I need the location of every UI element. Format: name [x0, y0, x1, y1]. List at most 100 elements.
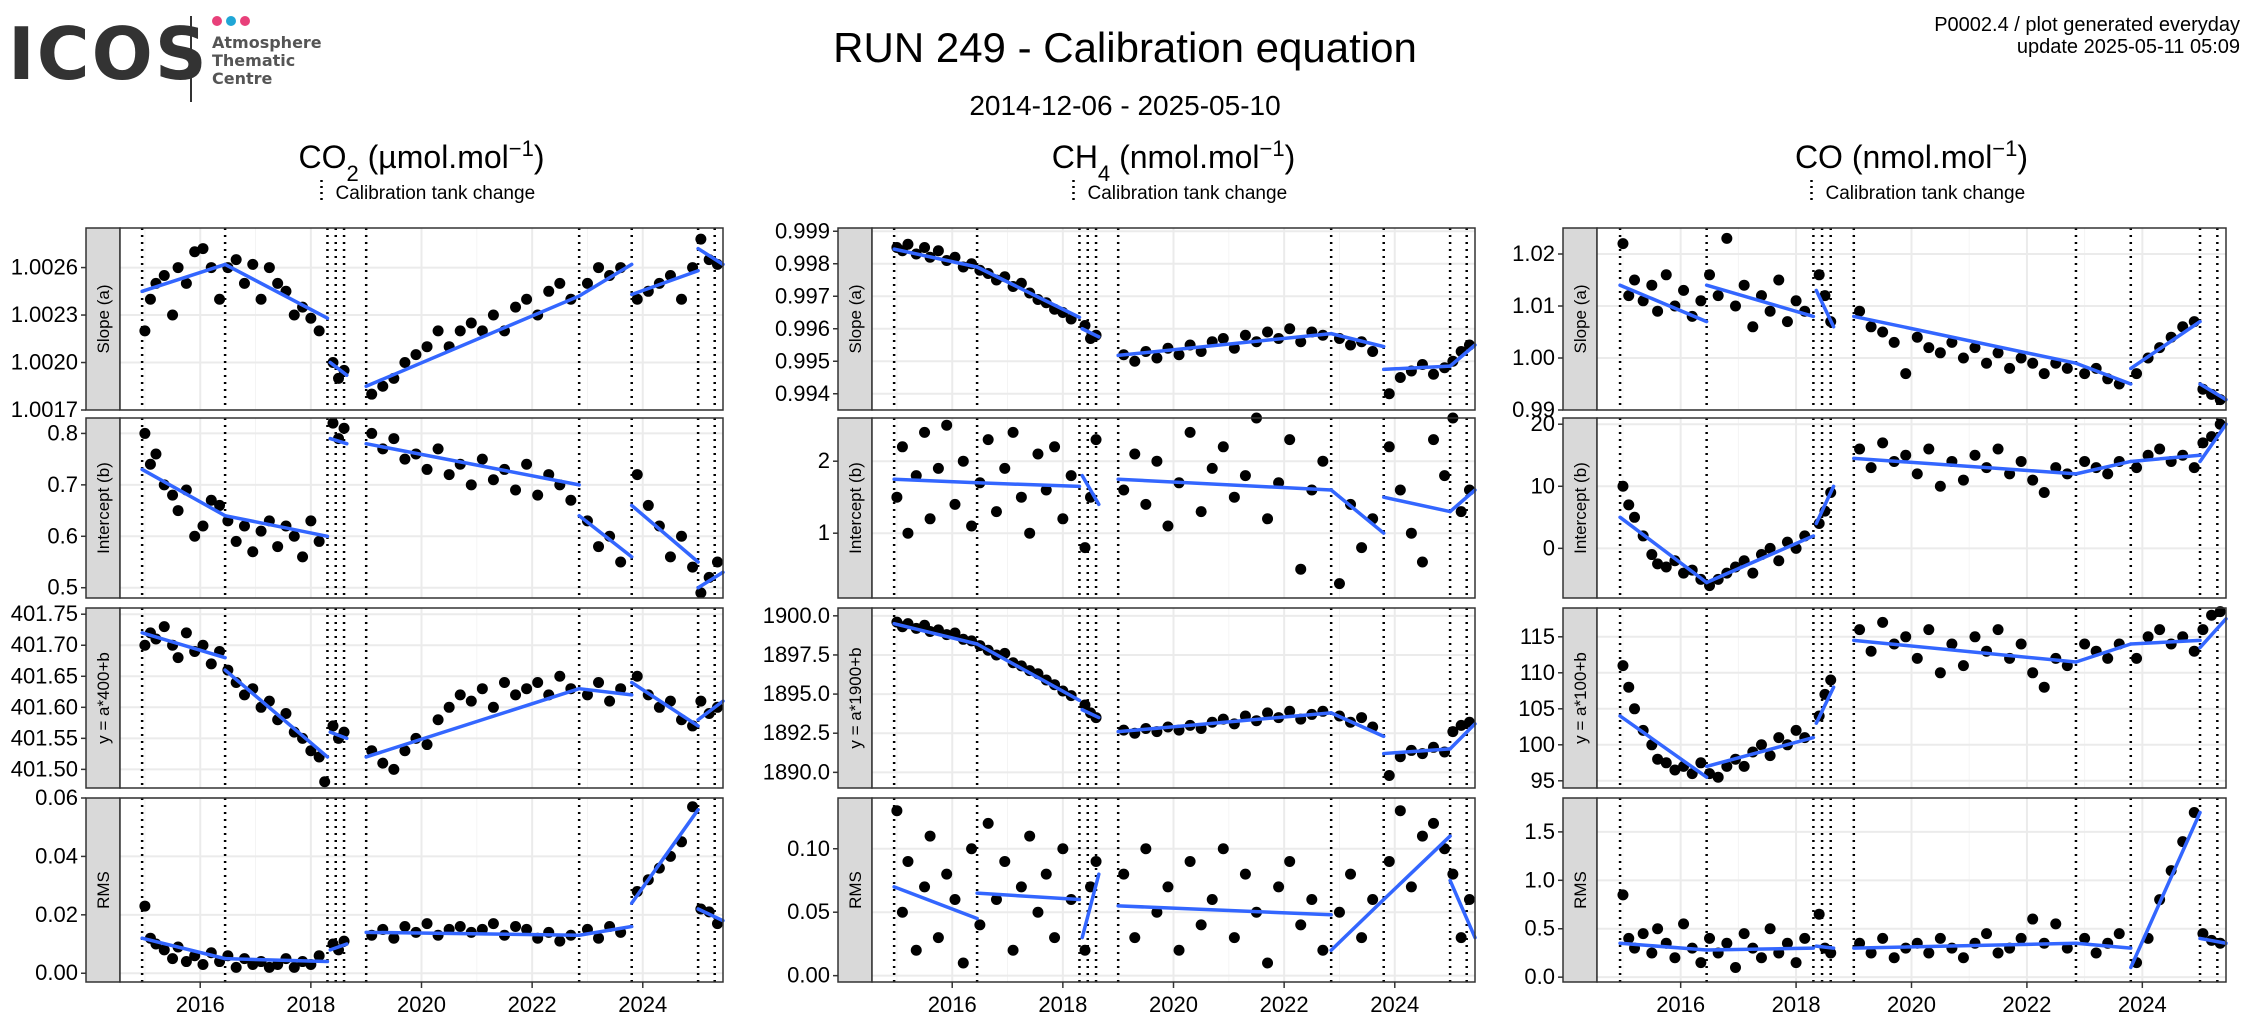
point-0-0-7: [189, 246, 201, 258]
point-1-3-30: [1162, 881, 1174, 893]
point-0-1-13: [238, 520, 250, 532]
fit-line-0-3-4: [577, 924, 634, 938]
y-tick-label-0-0-0: 1.0017: [11, 397, 78, 422]
plot-border-2-1: [1596, 417, 2227, 599]
x-tick-label-1-2020: 2020: [1149, 992, 1198, 1017]
x-tick-label-2-2022: 2022: [2002, 992, 2051, 1017]
point-1-3-7: [941, 868, 953, 880]
point-2-1-40: [2015, 455, 2027, 467]
point-0-1-32: [432, 443, 444, 455]
fit-line-1-2-2: [1080, 707, 1101, 720]
x-tick-label-0-2018: 2018: [286, 992, 335, 1017]
strip-1-3: [837, 797, 873, 983]
point-2-3-5: [1652, 923, 1664, 935]
fit-line-1-1-0: [892, 477, 979, 485]
y-tick-label-1-3-1: 0.05: [787, 899, 830, 924]
point-2-2-55: [2197, 624, 2209, 636]
y-tick-label-1-0-4: 0.998: [775, 251, 830, 276]
strip-0-3: [85, 797, 121, 983]
point-1-0-48: [1367, 346, 1379, 357]
point-2-0-19: [1773, 274, 1785, 286]
point-2-0-28: [1877, 326, 1889, 338]
point-1-1-17: [1024, 527, 1036, 539]
point-2-1-49: [2131, 462, 2143, 474]
point-2-1-36: [1969, 449, 1981, 461]
y-tick-label-1-0-2: 0.996: [775, 316, 830, 341]
point-2-3-15: [1738, 928, 1750, 940]
point-0-2-5: [172, 652, 184, 664]
point-0-3-39: [510, 921, 522, 933]
point-0-0-32: [432, 325, 444, 337]
y-tick-label-1-2-2: 1895.0: [763, 681, 830, 706]
point-0-1-35: [465, 479, 477, 491]
point-2-0-29: [1888, 336, 1900, 348]
point-2-2-18: [1764, 750, 1776, 762]
point-1-3-34: [1206, 894, 1218, 906]
point-1-1-30: [1162, 520, 1174, 532]
point-0-0-16: [263, 262, 275, 274]
point-0-2-46: [581, 689, 593, 701]
fit-line-1-0-4: [1329, 331, 1386, 349]
point-1-3-9: [957, 957, 969, 969]
y-tick-label-1-0-3: 0.997: [775, 283, 830, 308]
point-2-0-23: [1813, 269, 1825, 281]
point-2-3-29: [1888, 952, 1900, 964]
point-1-2-41: [1284, 705, 1296, 717]
point-0-0-10: [214, 293, 226, 305]
point-0-0-29: [399, 357, 411, 369]
point-1-3-53: [1428, 817, 1440, 829]
fit-line-2-3-1: [1704, 946, 1816, 952]
point-0-0-1: [144, 293, 156, 305]
point-0-2-50: [631, 670, 643, 682]
point-0-0-34: [454, 325, 466, 337]
strip-0-1: [85, 417, 121, 599]
point-1-3-2: [902, 855, 914, 867]
strip-2-2: [1562, 607, 1598, 789]
point-0-1-36: [476, 453, 488, 465]
x-tick-label-2-2020: 2020: [1887, 992, 1936, 1017]
point-2-0-12: [1712, 290, 1724, 302]
point-2-2-34: [1946, 638, 1958, 650]
point-1-3-8: [949, 894, 961, 906]
point-0-3-16: [263, 961, 275, 973]
plot-border-0-0: [119, 227, 724, 411]
fit-line-2-2-3: [1852, 638, 2078, 664]
fit-line-0-2-3: [364, 686, 581, 759]
point-2-2-56: [2206, 609, 2218, 621]
point-2-3-13: [1721, 937, 1733, 949]
point-2-3-25: [1825, 947, 1837, 959]
point-0-3-28: [388, 932, 400, 944]
point-1-1-32: [1184, 426, 1196, 438]
point-0-2-49: [615, 683, 627, 695]
y-tick-label-0-2-4: 401.70: [11, 632, 78, 657]
fit-line-0-0-0: [140, 262, 227, 294]
point-2-2-31: [1911, 652, 1923, 664]
point-2-1-2: [1629, 511, 1641, 523]
point-2-1-30: [1900, 449, 1912, 461]
point-1-2-39: [1262, 707, 1274, 719]
y-tick-label-0-1-3: 0.8: [47, 420, 78, 445]
point-1-1-12: [982, 434, 994, 446]
point-1-0-39: [1262, 326, 1274, 338]
point-0-1-55: [695, 587, 707, 599]
point-2-3-33: [1934, 932, 1946, 944]
point-2-2-45: [2079, 638, 2091, 650]
point-1-1-28: [1140, 498, 1152, 510]
point-0-2-37: [476, 683, 488, 695]
point-2-2-49: [2131, 652, 2143, 664]
fit-line-2-3-4: [2074, 941, 2133, 950]
fit-line-2-0-5: [2129, 319, 2202, 371]
fit-line-1-0-5: [1381, 364, 1452, 372]
point-2-3-35: [1957, 952, 1969, 964]
y-tick-label-2-2-0: 95: [1531, 768, 1555, 793]
point-0-3-31: [421, 918, 433, 930]
point-2-2-28: [1877, 616, 1889, 628]
point-0-2-53: [664, 695, 676, 707]
point-0-0-8: [197, 243, 209, 255]
fit-line-0-2-4: [577, 686, 634, 697]
plot-border-0-2: [119, 607, 724, 789]
point-1-1-37: [1239, 470, 1251, 482]
point-1-3-13: [990, 894, 1002, 906]
point-2-2-33: [1934, 667, 1946, 679]
point-0-1-39: [510, 484, 522, 496]
